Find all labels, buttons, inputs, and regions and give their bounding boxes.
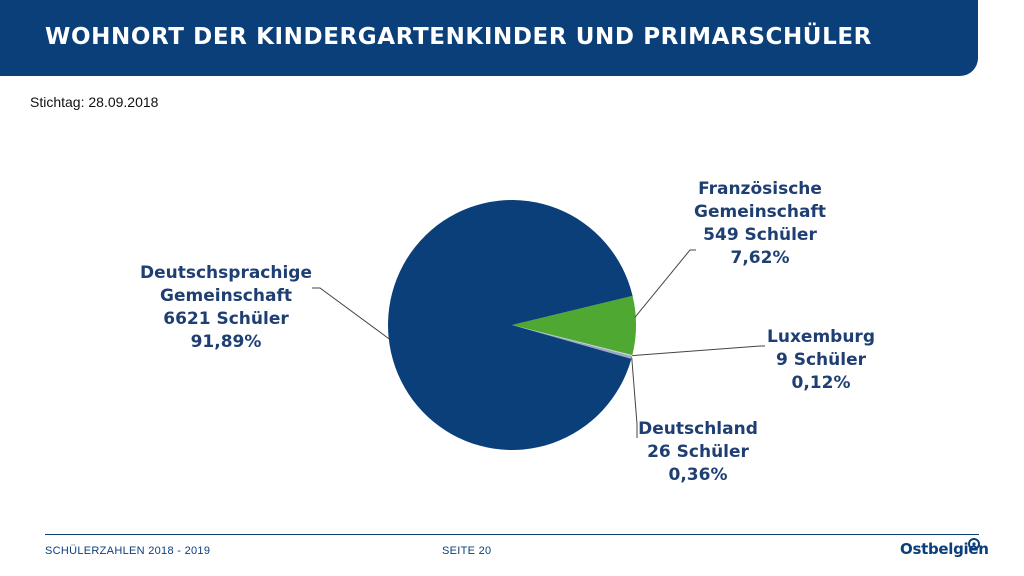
leader-line-0: [634, 249, 696, 318]
pie-slice-2: [512, 325, 633, 359]
page-title: WOHNORT DER KINDERGARTENKINDER UND PRIMA…: [45, 24, 872, 50]
pie-slice-0: [512, 295, 636, 356]
header-bar: WOHNORT DER KINDERGARTENKINDER UND PRIMA…: [0, 0, 978, 76]
brand-logo-icon: [968, 538, 980, 550]
page-number: SEITE 20: [442, 545, 492, 557]
reference-date: Stichtag: 28.09.2018: [30, 94, 159, 110]
footer-divider: [45, 534, 979, 535]
leader-line-3: [312, 287, 390, 340]
slice-label-0: Französische Gemeinschaft 549 Schüler 7,62%: [694, 179, 826, 268]
slice-label-line: Französische: [698, 179, 822, 199]
slice-label-line: Deutschland: [638, 419, 758, 439]
slice-label-line: 7,62%: [731, 248, 790, 268]
slice-label-line: 0,36%: [669, 465, 728, 485]
brand-logo-text: Ostbelgien: [900, 540, 989, 558]
pie-slice-1: [512, 325, 633, 357]
pie-slice-3: [388, 199, 633, 450]
slice-label-line: 6621 Schüler: [163, 309, 289, 329]
slice-label-line: 91,89%: [191, 332, 262, 352]
slice-label-line: 549 Schüler: [703, 225, 817, 245]
leader-line-1: [632, 345, 765, 357]
slice-label-3: Deutschsprachige Gemeinschaft 6621 Schüler…: [140, 263, 312, 352]
leader-line-2: [631, 357, 638, 438]
slice-label-line: 0,12%: [792, 373, 851, 393]
footer-title: SCHÜLERZAHLEN 2018 - 2019: [45, 545, 211, 557]
slice-label-1: Luxemburg 9 Schüler 0,12%: [767, 327, 875, 393]
slice-label-line: Deutschsprachige: [140, 263, 312, 283]
slice-label-2: Deutschland 26 Schüler 0,36%: [638, 419, 758, 485]
slice-label-line: 26 Schüler: [647, 442, 749, 462]
slice-label-line: Gemeinschaft: [694, 202, 826, 222]
slice-label-line: Luxemburg: [767, 327, 875, 347]
slice-label-line: 9 Schüler: [776, 350, 867, 370]
slice-label-line: Gemeinschaft: [160, 286, 292, 306]
